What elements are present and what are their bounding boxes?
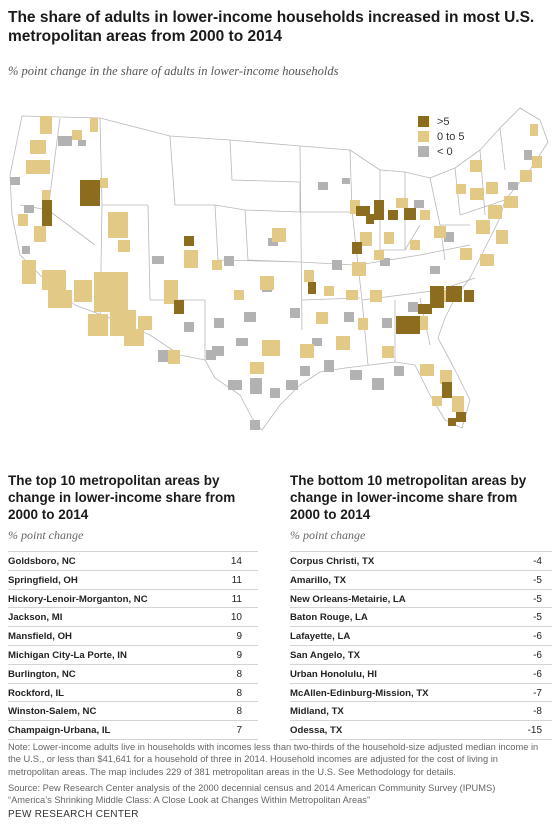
legend-swatch-lt0 — [418, 146, 429, 157]
table-row: San Angelo, TX -6 — [290, 644, 552, 664]
top10-table: Goldsboro, NC 14 Springfield, OH 11 Hickory-… — [8, 551, 258, 740]
metro-value: 9 — [236, 631, 242, 643]
legend-item-gt5: >5 — [418, 114, 465, 129]
legend-item-0to5: 0 to 5 — [418, 129, 465, 144]
table-row: Jackson, MI 10 — [8, 607, 258, 626]
legend-swatch-gt5 — [418, 116, 429, 127]
metro-value: -8 — [533, 706, 542, 718]
metro-name: Mansfield, OH — [8, 631, 72, 643]
table-row: Rockford, IL 8 — [8, 682, 258, 702]
metro-name: Goldsboro, NC — [8, 556, 76, 567]
top10-title: The top 10 metropolitan areas by change … — [8, 473, 236, 522]
metro-value: -6 — [533, 668, 542, 680]
metro-value: 8 — [236, 687, 242, 699]
metro-value: 11 — [231, 574, 242, 586]
metro-name: New Orleans-Metairie, LA — [290, 593, 406, 605]
metro-value: 7 — [236, 725, 242, 737]
metro-name: Hickory-Lenoir-Morganton, NC — [8, 593, 148, 605]
metro-name: McAllen-Edinburg-Mission, TX — [290, 687, 429, 699]
source-note: Source: Pew Research Center analysis of … — [8, 782, 553, 807]
table-row: Urban Honolulu, HI -6 — [290, 663, 552, 683]
metro-name: Jackson, MI — [8, 612, 63, 624]
table-row: McAllen-Edinburg-Mission, TX -7 — [290, 682, 552, 702]
legend-label-lt0: < 0 — [437, 145, 453, 158]
table-row: Springfield, OH 11 — [8, 569, 258, 589]
metro-value: -5 — [533, 612, 542, 624]
map-legend: >5 0 to 5 < 0 — [418, 114, 465, 159]
metro-value: -7 — [533, 687, 542, 699]
table-row: Odessa, TX -15 — [290, 720, 552, 740]
metro-name: Burlington, NC — [8, 668, 76, 680]
metro-value: 10 — [230, 612, 242, 624]
table-row: Amarillo, TX -5 — [290, 569, 552, 589]
chart-subtitle: % point change in the share of adults in… — [8, 64, 339, 78]
us-metro-map — [9, 107, 549, 431]
footnote: Note: Lower-income adults live in househ… — [8, 742, 539, 777]
table-row: Burlington, NC 8 — [8, 663, 258, 683]
metro-name: Baton Rouge, LA — [290, 612, 368, 624]
legend-item-lt0: < 0 — [418, 144, 465, 159]
table-row: Baton Rouge, LA -5 — [290, 607, 552, 626]
table-row: Lafayette, LA -6 — [290, 626, 552, 645]
table-row: Winston-Salem, NC 8 — [8, 701, 258, 720]
metro-value: -4 — [533, 556, 542, 567]
metro-name: Springfield, OH — [8, 574, 78, 586]
state-outlines — [9, 107, 549, 431]
metro-value: -6 — [533, 631, 542, 643]
table-row: Corpus Christi, TX -4 — [290, 551, 552, 570]
source-text: Source: Pew Research Center analysis of … — [8, 783, 496, 793]
top10-unit-label: % point change — [8, 528, 84, 542]
legend-label-0to5: 0 to 5 — [437, 130, 465, 143]
metro-name: Midland, TX — [290, 706, 344, 718]
bottom10-title: The bottom 10 metropolitan areas by chan… — [290, 473, 527, 522]
legend-swatch-0to5 — [418, 131, 429, 142]
table-row: Hickory-Lenoir-Morganton, NC 11 — [8, 588, 258, 608]
bottom10-table: Corpus Christi, TX -4 Amarillo, TX -5 New Or… — [290, 551, 552, 740]
metro-name: Champaign-Urbana, IL — [8, 725, 111, 737]
bottom10-unit-label: % point change — [290, 528, 366, 542]
metro-name: Michigan City-La Porte, IN — [8, 649, 127, 661]
metro-value: -6 — [533, 649, 542, 661]
metro-value: -5 — [533, 593, 542, 605]
metro-value: -15 — [527, 725, 542, 737]
metro-name: Corpus Christi, TX — [290, 556, 375, 567]
chart-title: The share of adults in lower-income hous… — [8, 9, 535, 45]
table-row: New Orleans-Metairie, LA -5 — [290, 588, 552, 608]
table-row: Mansfield, OH 9 — [8, 626, 258, 645]
us-mainland-outline — [9, 107, 549, 431]
metro-value: -5 — [533, 574, 542, 586]
metro-name: Rockford, IL — [8, 687, 64, 699]
table-row: Champaign-Urbana, IL 7 — [8, 720, 258, 740]
table-row: Goldsboro, NC 14 — [8, 551, 258, 570]
metro-value: 14 — [230, 556, 242, 567]
metro-areas — [10, 116, 542, 430]
metro-value: 9 — [236, 649, 242, 661]
metro-name: San Angelo, TX — [290, 649, 361, 661]
metro-name: Winston-Salem, NC — [8, 706, 97, 718]
metro-value: 11 — [231, 593, 242, 605]
metro-value: 8 — [236, 668, 242, 680]
table-row: Michigan City-La Porte, IN 9 — [8, 644, 258, 664]
metro-name: Lafayette, LA — [290, 631, 351, 643]
table-row: Midland, TX -8 — [290, 701, 552, 720]
metro-name: Amarillo, TX — [290, 574, 346, 586]
metro-name: Urban Honolulu, HI — [290, 668, 377, 680]
legend-label-gt5: >5 — [437, 115, 450, 128]
metro-value: 8 — [236, 706, 242, 718]
brand-logo-text: PEW RESEARCH CENTER — [8, 809, 139, 820]
report-title: “America’s Shrinking Middle Class: A Clo… — [8, 795, 371, 806]
metro-name: Odessa, TX — [290, 725, 343, 737]
